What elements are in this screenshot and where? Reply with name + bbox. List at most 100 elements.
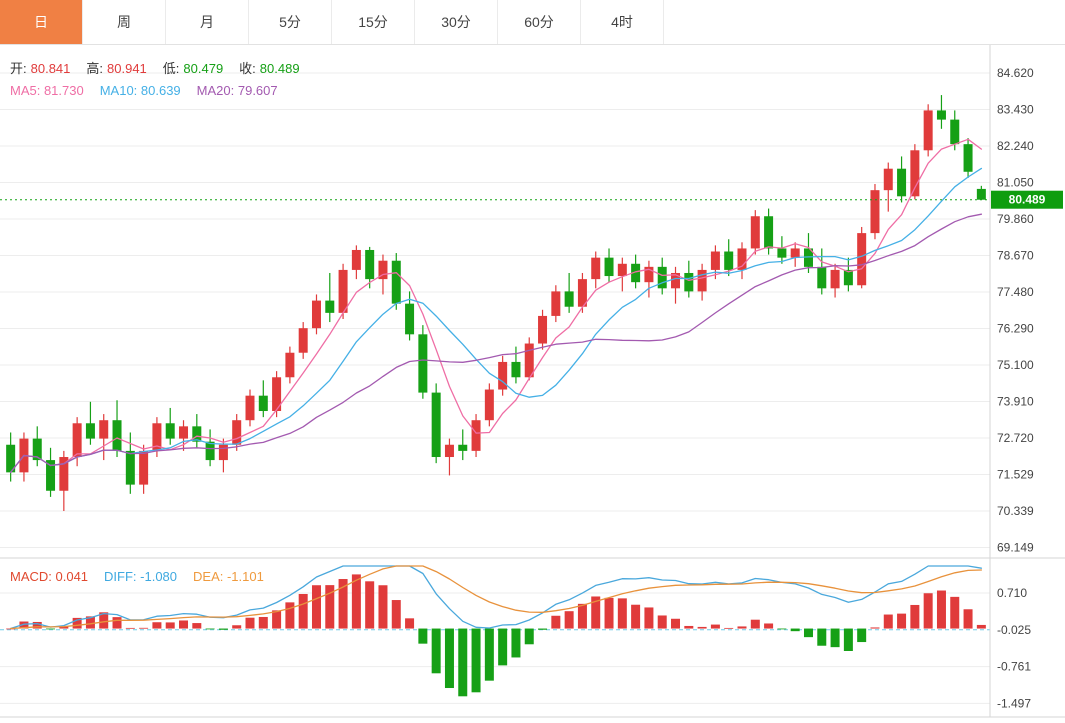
candle-body	[617, 263, 627, 277]
candle-body	[471, 420, 481, 451]
macd-histogram-bar	[338, 579, 348, 629]
macd-histogram-bar	[524, 628, 534, 645]
candle-body	[950, 119, 960, 145]
tab-4hour[interactable]: 4时	[581, 0, 664, 44]
tabbar-spacer	[664, 0, 1065, 44]
tab-15min[interactable]: 15分	[332, 0, 415, 44]
macd-histogram-bar	[272, 610, 282, 629]
macd-histogram-bar	[325, 585, 335, 629]
macd-histogram-bar	[724, 627, 734, 629]
macd-histogram-bar	[830, 628, 840, 648]
macd-histogram-bar	[192, 623, 202, 629]
candle-body	[803, 248, 813, 267]
candle-body	[112, 420, 122, 451]
macd-histogram-bar	[710, 624, 720, 629]
candle-body	[710, 251, 720, 270]
macd-axis-label: 0.710	[997, 586, 1027, 600]
candle-body	[830, 269, 840, 289]
candle-body	[298, 328, 308, 353]
candle-body	[245, 395, 255, 421]
macd-histogram-bar	[684, 625, 694, 629]
macd-histogram-bar	[604, 597, 614, 629]
candle-body	[179, 426, 189, 439]
macd-histogram-bar	[857, 628, 867, 643]
candle-body	[910, 150, 920, 197]
macd-histogram-bar	[897, 613, 907, 629]
candle-body	[218, 444, 228, 461]
candle-body	[405, 303, 415, 335]
y-axis-label: 73.910	[997, 395, 1034, 409]
macd-histogram-bar	[910, 604, 920, 629]
macd-histogram-bar	[870, 627, 880, 629]
candle-body	[6, 444, 16, 473]
y-axis-label: 84.620	[997, 66, 1034, 80]
candle-body	[272, 377, 282, 412]
y-axis-label: 83.430	[997, 103, 1034, 117]
candle-body	[764, 216, 774, 249]
candle-body	[351, 249, 361, 270]
macd-histogram-bar	[405, 618, 415, 629]
ma20-line	[9, 213, 983, 474]
tab-5min[interactable]: 5分	[249, 0, 332, 44]
macd-histogram-bar	[179, 620, 189, 629]
candlestick-macd-chart[interactable]: 84.620 83.430 82.240 81.050 79.860 78.670 77.4…	[0, 45, 1065, 723]
candle-body	[418, 334, 428, 393]
macd-histogram-bar	[577, 603, 587, 629]
candle-body	[152, 423, 162, 451]
tab-month[interactable]: 月	[166, 0, 249, 44]
tab-30min[interactable]: 30分	[415, 0, 498, 44]
y-axis-label: 75.100	[997, 358, 1034, 372]
macd-histogram-bar	[258, 616, 268, 629]
candle-body	[577, 279, 587, 307]
macd-histogram-bar	[963, 609, 973, 629]
y-axis-label: 69.149	[997, 541, 1034, 555]
ma10-line	[9, 167, 983, 474]
candle-body	[165, 423, 175, 439]
candle-body	[391, 260, 401, 304]
candle-body	[431, 392, 441, 458]
current-price-tag-text: 80.489	[1009, 193, 1046, 207]
candle-body	[325, 300, 335, 313]
tab-60min[interactable]: 60分	[498, 0, 581, 44]
candle-body	[697, 269, 707, 292]
y-axis-label: 82.240	[997, 139, 1034, 153]
macd-histogram-bar	[657, 615, 667, 629]
candle-body	[99, 420, 109, 439]
candle-body	[538, 315, 548, 344]
candle-body	[484, 389, 494, 421]
candle-body	[657, 266, 667, 289]
macd-histogram-bar	[471, 628, 481, 693]
macd-histogram-bar	[365, 581, 375, 629]
candle-body	[564, 291, 574, 307]
macd-histogram-bar	[298, 593, 308, 629]
candle-body	[923, 110, 933, 151]
tab-day[interactable]: 日	[0, 0, 83, 44]
macd-histogram-bar	[750, 619, 760, 629]
candle-body	[32, 438, 42, 461]
macd-histogram-bar	[484, 628, 494, 681]
candle-body	[285, 352, 295, 378]
macd-histogram-bar	[936, 590, 946, 629]
candle-body	[205, 441, 215, 461]
timeframe-tabbar: 日 周 月 5分 15分 30分 60分 4时	[0, 0, 1065, 45]
candle-body	[724, 251, 734, 270]
y-axis-label: 81.050	[997, 176, 1034, 190]
macd-histogram-bar	[976, 624, 986, 629]
macd-histogram-bar	[777, 628, 787, 630]
candle-body	[777, 248, 787, 258]
candle-body	[551, 291, 561, 316]
current-price-tag	[991, 190, 1063, 209]
candle-body	[458, 444, 468, 451]
candle-body	[897, 168, 907, 197]
candle-body	[139, 450, 149, 485]
tab-week[interactable]: 周	[83, 0, 166, 44]
candle-body	[591, 257, 601, 280]
macd-histogram-bar	[538, 628, 548, 630]
candle-body	[644, 266, 654, 283]
macd-histogram-bar	[46, 628, 56, 630]
macd-histogram-bar	[99, 612, 109, 629]
candle-body	[631, 263, 641, 283]
candle-body	[963, 144, 973, 172]
candle-body	[857, 233, 867, 286]
